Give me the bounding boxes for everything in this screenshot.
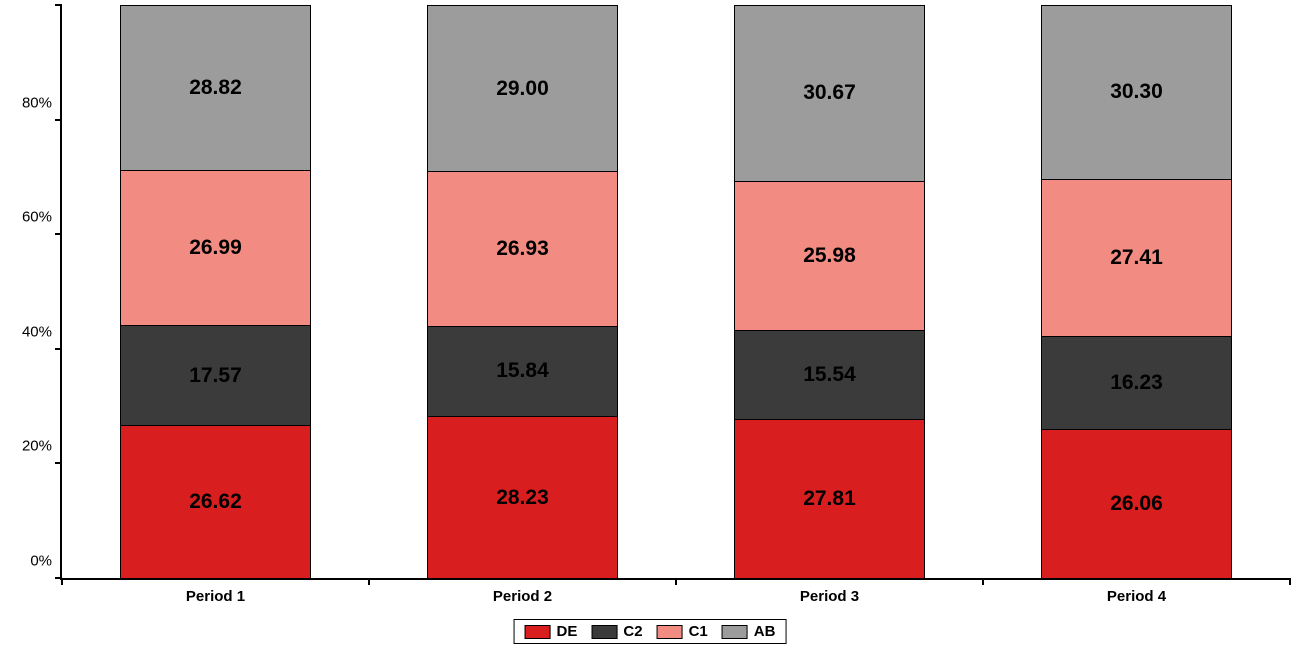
bar-segment-de: 27.81 <box>734 419 924 578</box>
bar: 27.8115.5425.9830.67 <box>734 5 924 578</box>
bar: 26.0616.2327.4130.30 <box>1041 5 1231 578</box>
ytick-label: 20% <box>22 438 52 455</box>
ytick-label: 80% <box>22 94 52 111</box>
bar-segment-c1: 26.93 <box>427 171 617 325</box>
legend-label: C1 <box>689 623 708 640</box>
bar-segment-c2: 15.54 <box>734 330 924 419</box>
bar-segment-c2: 15.84 <box>427 326 617 417</box>
bar-segment-de: 28.23 <box>427 416 617 578</box>
bar: 26.6217.5726.9928.82 <box>120 5 310 578</box>
bar-segment-c2: 17.57 <box>120 325 310 426</box>
ytick-mark <box>55 462 62 464</box>
bar-segment-de: 26.06 <box>1041 429 1231 578</box>
swatch-de <box>525 625 551 639</box>
legend-item-ab: AB <box>722 623 776 640</box>
bar: 28.2315.8426.9329.00 <box>427 5 617 578</box>
xtick-label: Period 3 <box>800 588 859 605</box>
legend-label: DE <box>557 623 578 640</box>
swatch-c1 <box>657 625 683 639</box>
legend-label: C2 <box>623 623 642 640</box>
xtick-mark <box>982 578 984 585</box>
legend-item-de: DE <box>525 623 578 640</box>
bar-segment-c2: 16.23 <box>1041 336 1231 429</box>
bar-segment-ab: 30.67 <box>734 5 924 181</box>
ytick-mark <box>55 348 62 350</box>
xtick-label: Period 2 <box>493 588 552 605</box>
xtick-label: Period 4 <box>1107 588 1166 605</box>
xtick-label: Period 1 <box>186 588 245 605</box>
ytick-label: 60% <box>22 209 52 226</box>
bar-segment-de: 26.62 <box>120 425 310 578</box>
swatch-c2 <box>591 625 617 639</box>
legend-label: AB <box>754 623 776 640</box>
bar-segment-ab: 28.82 <box>120 5 310 170</box>
bar-segment-c1: 26.99 <box>120 170 310 325</box>
bar-segment-ab: 30.30 <box>1041 5 1231 179</box>
ytick-mark <box>55 233 62 235</box>
xtick-mark <box>61 578 63 585</box>
legend: DE C2 C1 AB <box>514 619 787 644</box>
ytick-label: 0% <box>30 553 52 570</box>
legend-item-c2: C2 <box>591 623 642 640</box>
swatch-ab <box>722 625 748 639</box>
bar-segment-c1: 25.98 <box>734 181 924 330</box>
bar-segment-c1: 27.41 <box>1041 179 1231 336</box>
legend-item-c1: C1 <box>657 623 708 640</box>
xtick-mark <box>368 578 370 585</box>
xtick-mark <box>1289 578 1291 585</box>
bar-segment-ab: 29.00 <box>427 5 617 171</box>
ytick-mark <box>55 119 62 121</box>
plot-area: 0% 20% 40% 60% 80% 100% Period 1 Period … <box>60 5 1290 580</box>
stacked-bar-chart: 0% 20% 40% 60% 80% 100% Period 1 Period … <box>0 0 1300 650</box>
bars-container: 26.6217.5726.9928.82 28.2315.8426.9329.00… <box>62 5 1290 578</box>
ytick-mark <box>55 4 62 6</box>
ytick-label: 40% <box>22 323 52 340</box>
xtick-mark <box>675 578 677 585</box>
